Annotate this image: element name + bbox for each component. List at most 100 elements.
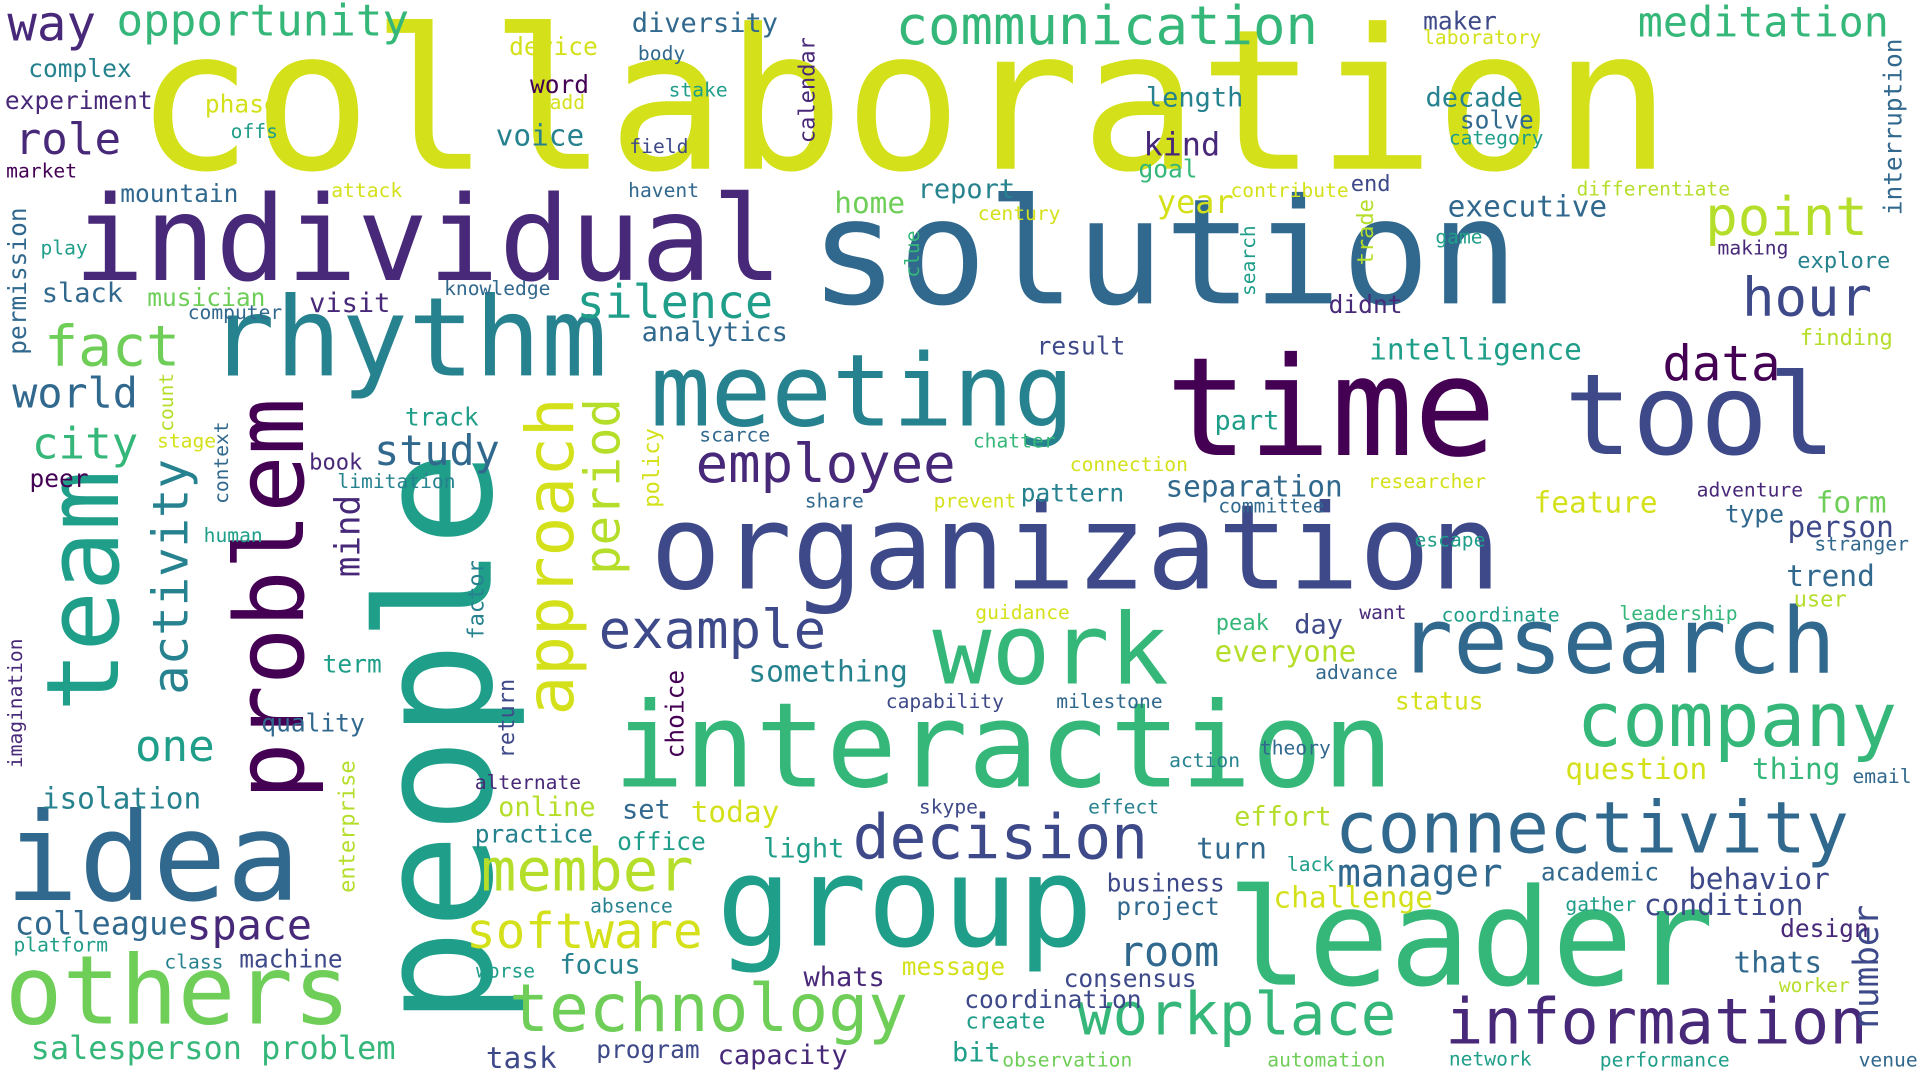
cloud-word-researcher: researcher bbox=[1367, 469, 1487, 493]
cloud-word-differentiate: differentiate bbox=[1576, 177, 1731, 201]
cloud-word-category: category bbox=[1448, 125, 1544, 150]
cloud-word-connection: connection bbox=[1069, 452, 1188, 476]
cloud-word-visit: visit bbox=[309, 288, 391, 320]
cloud-word-human: human bbox=[203, 523, 263, 547]
cloud-word-day: day bbox=[1294, 610, 1344, 641]
cloud-word-imagination: imagination bbox=[3, 638, 27, 769]
cloud-word-interaction: interaction bbox=[613, 677, 1394, 815]
cloud-word-game: game bbox=[1435, 225, 1483, 249]
cloud-word-offs: offs bbox=[230, 119, 278, 144]
cloud-word-example: example bbox=[598, 599, 827, 662]
cloud-word-solve: solve bbox=[1459, 105, 1534, 135]
cloud-word-work: work bbox=[932, 593, 1169, 707]
cloud-word-trend: trend bbox=[1786, 558, 1875, 594]
cloud-word-condition: condition bbox=[1643, 887, 1804, 923]
cloud-word-network: network bbox=[1448, 1046, 1532, 1071]
cloud-word-software: software bbox=[466, 903, 703, 961]
cloud-word-employee: employee bbox=[695, 432, 956, 496]
cloud-word-permission: permission bbox=[2, 207, 32, 355]
cloud-word-manager: manager bbox=[1337, 850, 1503, 897]
cloud-word-kind: kind bbox=[1143, 127, 1221, 164]
cloud-word-peak: peak bbox=[1215, 610, 1269, 637]
cloud-word-machine: machine bbox=[239, 944, 343, 974]
cloud-word-play: play bbox=[40, 236, 88, 260]
cloud-word-return: return bbox=[494, 678, 521, 759]
cloud-word-group: group bbox=[716, 830, 1094, 977]
cloud-word-musician: musician bbox=[147, 282, 266, 312]
cloud-word-attack: attack bbox=[331, 178, 403, 202]
cloud-word-fact: fact bbox=[44, 313, 181, 380]
cloud-word-interruption: interruption bbox=[1878, 38, 1908, 216]
cloud-word-context: context bbox=[209, 421, 234, 504]
cloud-word-absence: absence bbox=[590, 894, 673, 918]
cloud-word-colleague: colleague bbox=[14, 906, 188, 944]
cloud-word-factor: factor bbox=[463, 560, 490, 640]
cloud-word-stake: stake bbox=[668, 78, 728, 102]
cloud-word-status: status bbox=[1394, 686, 1484, 716]
cloud-word-salesperson-problem: salesperson problem bbox=[30, 1031, 396, 1068]
cloud-word-choice: choice bbox=[660, 669, 690, 759]
cloud-word-person: person bbox=[1787, 510, 1894, 545]
cloud-word-role: role bbox=[14, 114, 122, 166]
cloud-word-quality: quality bbox=[261, 708, 365, 738]
cloud-word-laboratory: laboratory bbox=[1423, 25, 1542, 49]
cloud-word-trade: trade bbox=[1353, 199, 1379, 266]
cloud-word-office: office bbox=[617, 826, 706, 857]
cloud-word-mountain: mountain bbox=[120, 178, 239, 208]
cloud-word-email: email bbox=[1852, 764, 1912, 788]
cloud-word-approach: approach bbox=[511, 397, 589, 716]
cloud-word-escape: escape bbox=[1414, 528, 1486, 552]
cloud-word-havent: havent bbox=[628, 178, 700, 202]
cloud-word-meeting: meeting bbox=[650, 333, 1075, 451]
cloud-word-separation: separation bbox=[1165, 469, 1343, 504]
cloud-word-behavior: behavior bbox=[1688, 862, 1830, 897]
cloud-word-contribute: contribute bbox=[1230, 178, 1349, 202]
cloud-word-period: period bbox=[575, 398, 632, 575]
cloud-word-focus: focus bbox=[559, 950, 641, 981]
cloud-word-form: form bbox=[1815, 485, 1887, 520]
cloud-word-bit: bit bbox=[951, 1038, 1001, 1069]
cloud-word-word: word bbox=[529, 69, 590, 100]
cloud-word-limitation: limitation bbox=[337, 469, 456, 493]
cloud-word-slack: slack bbox=[41, 278, 123, 310]
cloud-word-something: something bbox=[748, 654, 908, 689]
cloud-word-silence: silence bbox=[576, 275, 774, 330]
cloud-word-milestone: milestone bbox=[1056, 689, 1163, 714]
cloud-word-workplace: workplace bbox=[1077, 980, 1397, 1050]
cloud-word-space: space bbox=[186, 901, 313, 951]
cloud-word-set: set bbox=[621, 795, 671, 826]
cloud-word-year: year bbox=[1156, 184, 1234, 222]
cloud-word-alternate: alternate bbox=[474, 770, 582, 794]
cloud-word-complex: complex bbox=[28, 53, 132, 84]
cloud-word-thing: thing bbox=[1751, 752, 1841, 787]
cloud-word-information: information bbox=[1445, 985, 1868, 1060]
cloud-word-whats: whats bbox=[803, 962, 885, 994]
cloud-word-mind: mind bbox=[327, 494, 369, 578]
cloud-word-organization: organization bbox=[650, 479, 1502, 617]
cloud-word-goal: goal bbox=[1138, 154, 1198, 184]
cloud-word-performance: performance bbox=[1599, 1048, 1730, 1072]
cloud-word-meditation: meditation bbox=[1637, 0, 1889, 48]
cloud-word-market: market bbox=[6, 159, 78, 183]
cloud-word-study: study bbox=[374, 426, 500, 476]
cloud-word-committee: committee bbox=[1218, 494, 1325, 518]
cloud-word-guidance: guidance bbox=[975, 600, 1070, 624]
cloud-word-stage: stage bbox=[157, 429, 217, 453]
cloud-word-voice: voice bbox=[495, 118, 585, 153]
cloud-word-peer: peer bbox=[29, 463, 89, 493]
cloud-word-effect: effect bbox=[1088, 795, 1160, 819]
cloud-word-tool: tool bbox=[1564, 349, 1836, 481]
cloud-word-program: program bbox=[596, 1034, 700, 1065]
cloud-word-prevent: prevent bbox=[933, 489, 1017, 513]
cloud-word-end: end bbox=[1350, 171, 1391, 197]
cloud-word-academic: academic bbox=[1540, 857, 1660, 887]
cloud-word-task: task bbox=[485, 1040, 557, 1076]
cloud-word-body: body bbox=[637, 41, 686, 65]
cloud-word-challenge: challenge bbox=[1273, 880, 1433, 915]
cloud-word-theory: theory bbox=[1259, 736, 1331, 760]
cloud-word-action: action bbox=[1169, 748, 1241, 772]
cloud-word-decision: decision bbox=[852, 802, 1149, 874]
cloud-word-turn: turn bbox=[1196, 831, 1268, 866]
cloud-word-practice: practice bbox=[474, 819, 593, 849]
